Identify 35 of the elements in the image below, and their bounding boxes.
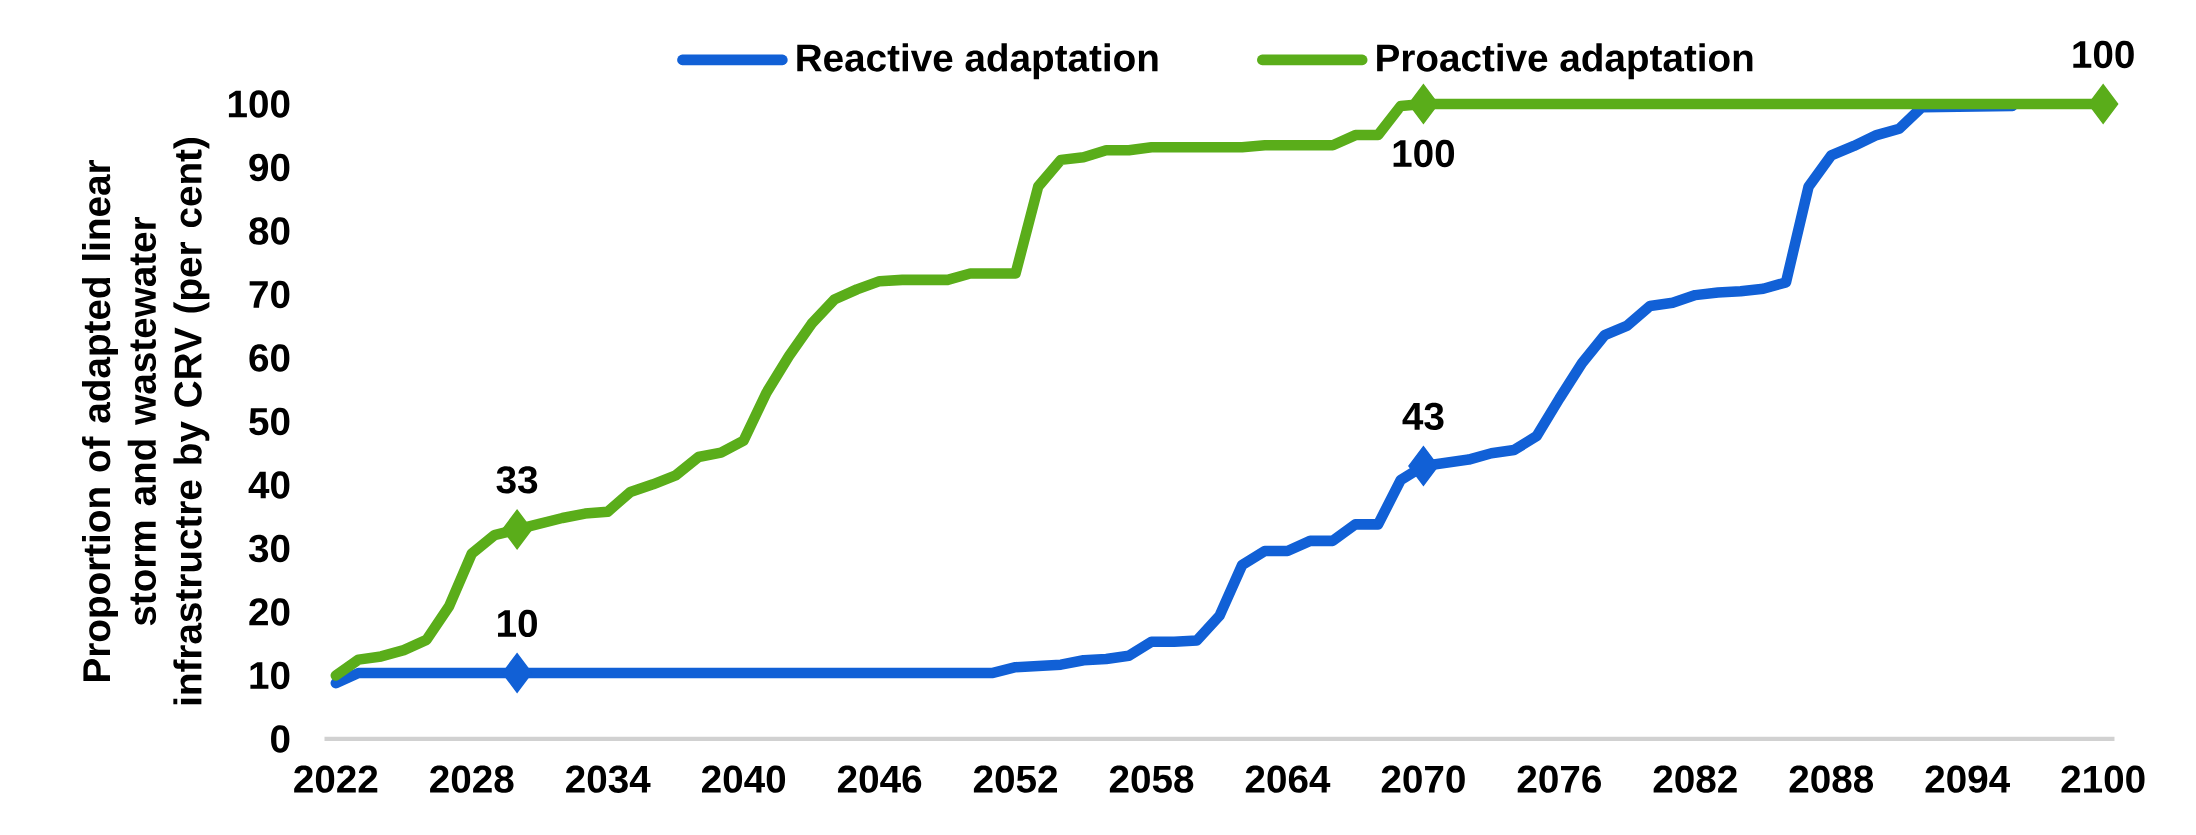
legend-label: Reactive adaptation xyxy=(797,43,1158,80)
legend-label: Proactive adaptation xyxy=(1377,43,1753,80)
data-label: 33 xyxy=(496,466,538,494)
y-tick-label: 70 xyxy=(249,280,290,309)
y-tick-label: 10 xyxy=(250,661,290,690)
x-tick-label: 2034 xyxy=(566,765,651,793)
x-tick-label: 2070 xyxy=(1381,765,1465,793)
y-tick-label: 40 xyxy=(248,471,290,499)
y-tick-label: 100 xyxy=(228,90,290,118)
x-tick-label: 2052 xyxy=(973,765,1058,793)
y-tick-label: 60 xyxy=(249,344,290,372)
y-tick-label: 0 xyxy=(271,725,290,753)
data-label: 100 xyxy=(1393,139,1455,168)
data-label: 10 xyxy=(498,609,537,638)
x-tick-label: 2082 xyxy=(1653,765,1737,793)
y-tick-label: 80 xyxy=(249,217,290,245)
x-tick-label: 2064 xyxy=(1245,765,1331,793)
x-tick-label: 2046 xyxy=(837,765,922,793)
x-tick-label: 2040 xyxy=(702,765,786,793)
x-tick-label: 2022 xyxy=(294,765,378,793)
x-tick-label: 2058 xyxy=(1109,765,1194,793)
y-tick-label: 20 xyxy=(249,598,290,626)
y-tick-label: 30 xyxy=(248,534,290,563)
x-tick-label: 2100 xyxy=(2061,765,2145,793)
y-tick-label: 50 xyxy=(249,407,290,436)
point xyxy=(1408,445,1439,486)
y-axis-title: Proportion of adapted linear storm and wastewater infrastructre by CRV (per cent) xyxy=(81,138,210,705)
x-tick-label: 2076 xyxy=(1517,765,1601,793)
point xyxy=(501,509,533,550)
y-tick-label: 90 xyxy=(249,153,290,182)
x-tick-label: 2088 xyxy=(1789,765,1874,793)
data-label: 100 xyxy=(2073,40,2134,69)
x-tick-label: 2094 xyxy=(1925,765,2010,793)
x-tick-label: 2028 xyxy=(430,765,514,793)
data-label: 43 xyxy=(1402,402,1444,431)
